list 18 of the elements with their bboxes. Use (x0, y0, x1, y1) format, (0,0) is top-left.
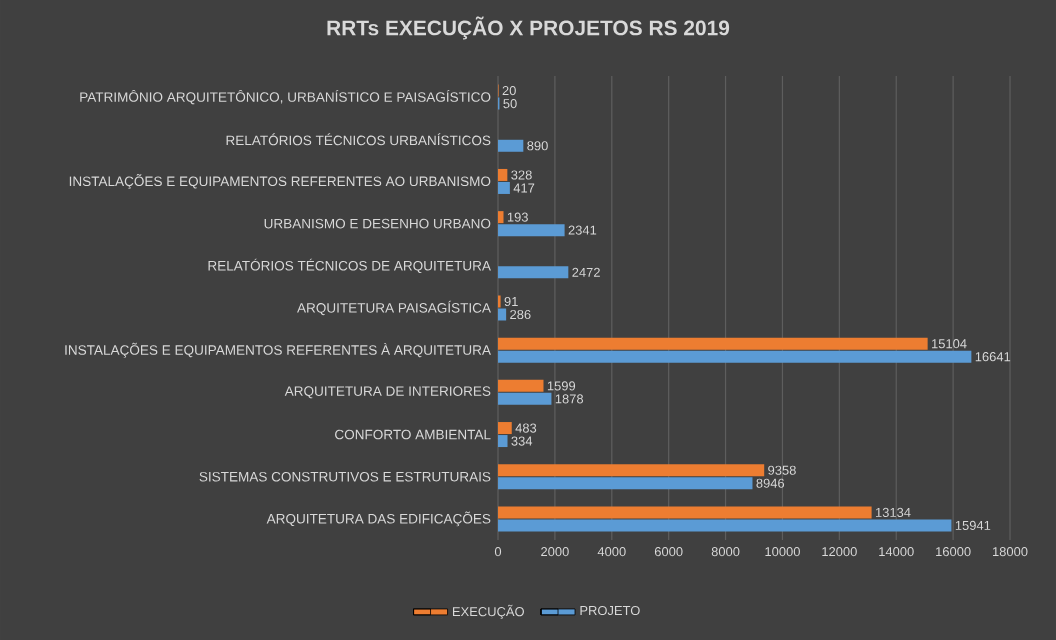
bar (498, 435, 508, 448)
bar (498, 139, 524, 152)
bar (498, 464, 765, 477)
bar (498, 519, 952, 532)
bar (498, 506, 872, 519)
bar (498, 422, 512, 435)
bar (498, 379, 544, 392)
bar (498, 477, 753, 490)
bar (498, 224, 565, 237)
chart-title: RRTs EXECUÇÃO X PROJETOS RS 2019 (327, 16, 730, 40)
bar (498, 337, 928, 350)
bar (498, 308, 507, 321)
bar (498, 266, 569, 279)
bar (498, 211, 504, 224)
bar (498, 168, 508, 181)
bar (498, 350, 972, 363)
bar (498, 392, 552, 405)
bar (498, 181, 510, 194)
